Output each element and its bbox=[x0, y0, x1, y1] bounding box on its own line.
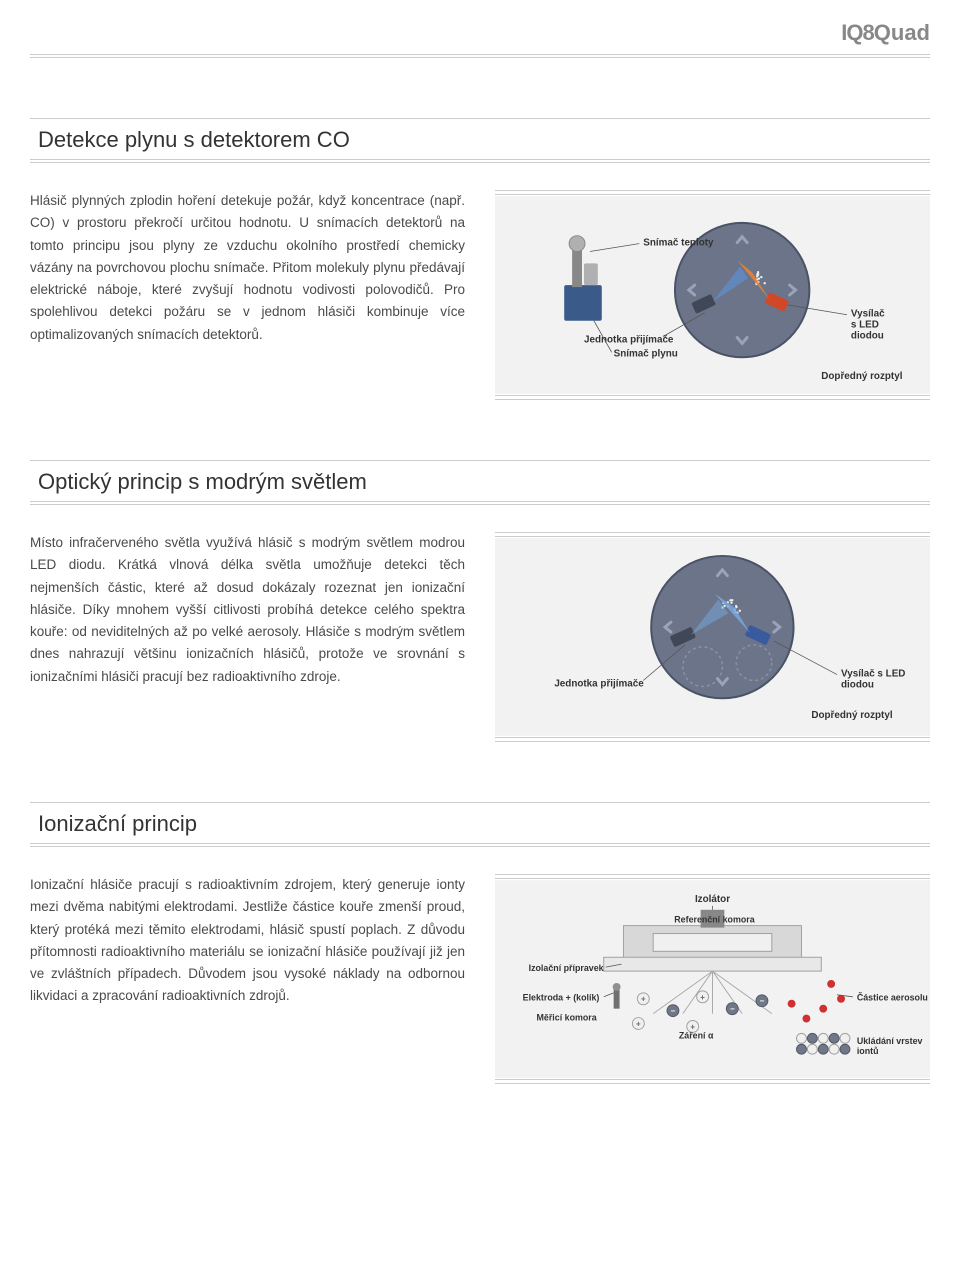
section-ion-body: Ionizační hlásiče pracují s radioaktivní… bbox=[30, 874, 465, 1008]
svg-text:+: + bbox=[641, 995, 646, 1004]
svg-text:Jednotka přijímače: Jednotka přijímače bbox=[584, 334, 674, 345]
svg-text:Elektroda + (kolík): Elektroda + (kolík) bbox=[523, 993, 600, 1003]
section-co-title: Detekce plynu s detektorem CO bbox=[30, 119, 930, 159]
svg-text:Referenční komora: Referenční komora bbox=[674, 915, 754, 925]
svg-text:Snímač teploty: Snímač teploty bbox=[643, 238, 714, 249]
section-blue-title: Optický princip s modrým světlem bbox=[30, 461, 930, 501]
svg-text:Částice aerosolu: Částice aerosolu bbox=[857, 992, 928, 1003]
diagram-blue: Jednotka přijímačeVysílač s LEDdiodouDop… bbox=[495, 532, 930, 742]
svg-text:Izolátor: Izolátor bbox=[695, 894, 730, 905]
svg-text:Měřicí komora: Měřicí komora bbox=[537, 1013, 597, 1023]
brand-suffix: Quad bbox=[874, 20, 930, 45]
svg-text:+: + bbox=[636, 1019, 641, 1028]
diagram-ion: +−+−+−+IzolátorReferenční komoraIzolační… bbox=[495, 874, 930, 1084]
svg-text:Dopředný rozptyl: Dopředný rozptyl bbox=[811, 710, 892, 721]
section-co-body: Hlásič plynných zplodin hoření detekuje … bbox=[30, 190, 465, 346]
svg-text:Jednotka přijímače: Jednotka přijímače bbox=[554, 678, 644, 689]
section-blue: Optický princip s modrým světlem Místo i… bbox=[30, 460, 930, 742]
section-blue-body: Místo infračerveného světla využívá hlás… bbox=[30, 532, 465, 688]
section-co-header: Detekce plynu s detektorem CO bbox=[30, 118, 930, 160]
svg-text:−: − bbox=[760, 997, 765, 1006]
section-co: Detekce plynu s detektorem CO Hlásič ply… bbox=[30, 118, 930, 400]
brand-prefix: IQ8 bbox=[841, 20, 873, 45]
section-blue-header: Optický princip s modrým světlem bbox=[30, 460, 930, 502]
svg-text:−: − bbox=[730, 1005, 735, 1014]
svg-text:Záření α: Záření α bbox=[679, 1030, 714, 1040]
svg-text:+: + bbox=[700, 993, 705, 1002]
section-ion: Ionizační princip Ionizační hlásiče prac… bbox=[30, 802, 930, 1084]
section-ion-header: Ionizační princip bbox=[30, 802, 930, 844]
diagram-co: Snímač teploty Jednotka přijímače Snímač p… bbox=[495, 190, 930, 400]
svg-text:Dopředný rozptyl: Dopředný rozptyl bbox=[821, 371, 902, 382]
brand-logo: IQ8Quad bbox=[30, 20, 930, 52]
svg-text:Snímač plynu: Snímač plynu bbox=[614, 348, 678, 359]
svg-text:−: − bbox=[671, 1007, 676, 1016]
section-ion-title: Ionizační princip bbox=[30, 803, 930, 843]
svg-text:Izolační přípravek: Izolační přípravek bbox=[529, 963, 604, 973]
